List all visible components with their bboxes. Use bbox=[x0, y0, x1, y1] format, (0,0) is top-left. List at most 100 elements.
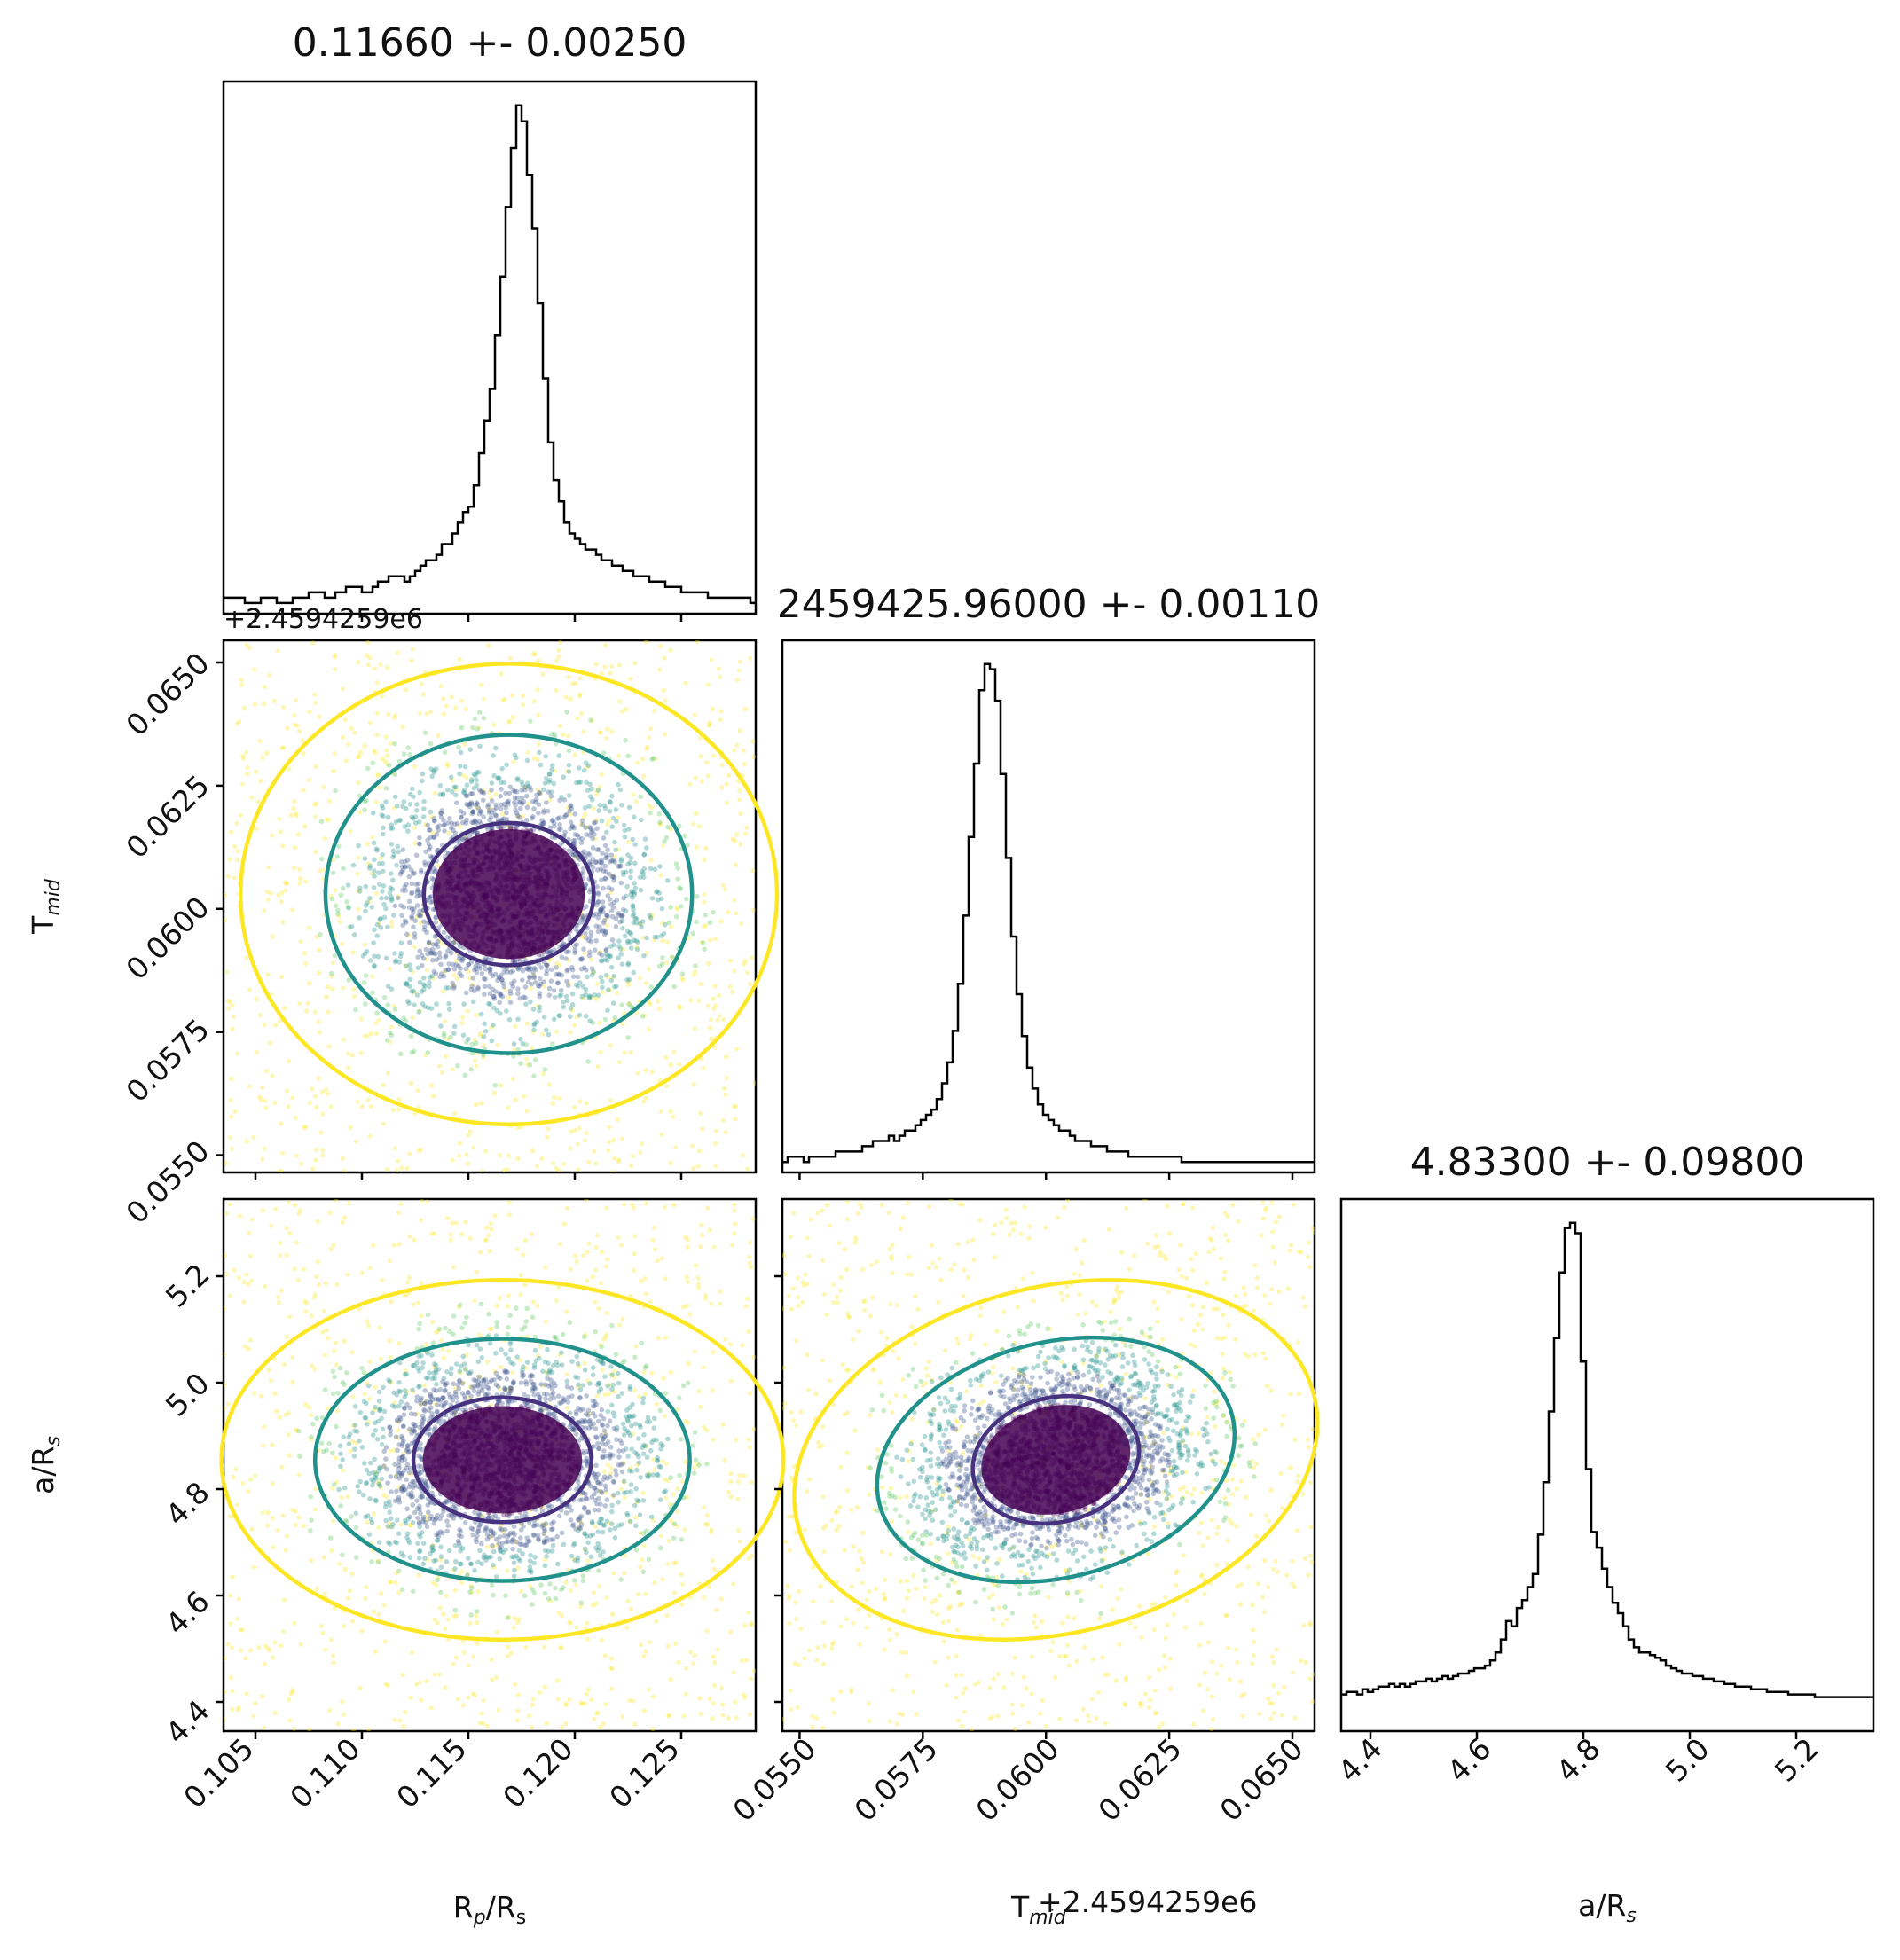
scatter-point bbox=[608, 987, 613, 992]
scatter-point bbox=[704, 760, 710, 765]
scatter-point bbox=[742, 1695, 748, 1700]
scatter-point bbox=[296, 1515, 302, 1520]
scatter-point bbox=[601, 1477, 606, 1482]
scatter-point bbox=[650, 1237, 656, 1243]
scatter-point bbox=[306, 778, 311, 783]
scatter-point bbox=[583, 1411, 589, 1417]
scatter-point bbox=[514, 810, 520, 816]
scatter-point bbox=[610, 905, 616, 910]
scatter-point bbox=[410, 1387, 415, 1392]
scatter-point bbox=[364, 948, 370, 954]
scatter-point bbox=[590, 835, 595, 842]
scatter-point bbox=[548, 794, 554, 799]
scatter-point bbox=[326, 1336, 331, 1341]
scatter-point bbox=[668, 1676, 673, 1682]
scatter-point bbox=[304, 1300, 310, 1306]
scatter-point bbox=[452, 1411, 458, 1416]
scatter-point bbox=[583, 992, 588, 998]
scatter-point bbox=[367, 1133, 373, 1139]
scatter-point bbox=[713, 1003, 718, 1008]
scatter-point bbox=[380, 756, 385, 762]
scatter-point bbox=[647, 1640, 653, 1645]
scatter-point bbox=[528, 718, 533, 725]
scatter-point bbox=[597, 1553, 603, 1558]
scatter-point bbox=[376, 1017, 381, 1023]
scatter-point bbox=[281, 1597, 287, 1603]
scatter-point bbox=[404, 980, 410, 986]
scatter-point bbox=[468, 800, 474, 805]
scatter-point bbox=[665, 824, 671, 830]
scatter-point bbox=[464, 1152, 469, 1157]
scatter-point bbox=[485, 804, 491, 810]
scatter-point bbox=[616, 955, 621, 961]
scatter-point bbox=[489, 1657, 494, 1662]
scatter-point bbox=[403, 1520, 409, 1526]
scatter-point bbox=[628, 855, 634, 861]
scatter-point bbox=[660, 921, 665, 926]
scatter-point bbox=[404, 1389, 411, 1394]
scatter-point bbox=[526, 967, 532, 973]
scatter-point bbox=[564, 998, 570, 1004]
scatter-point bbox=[609, 1509, 615, 1515]
scatter-point bbox=[675, 866, 680, 871]
scatter-point bbox=[513, 807, 518, 813]
scatter-point bbox=[303, 1309, 309, 1314]
scatter-point bbox=[378, 856, 383, 861]
scatter-point bbox=[334, 1282, 340, 1287]
scatter-point bbox=[244, 1272, 249, 1277]
scatter-point bbox=[640, 1531, 647, 1536]
scatter-point bbox=[641, 851, 648, 858]
scatter-point bbox=[568, 1146, 573, 1151]
scatter-point bbox=[593, 836, 598, 842]
scatter-point bbox=[473, 802, 478, 808]
scatter-point bbox=[400, 724, 405, 730]
scatter-point bbox=[491, 996, 497, 1001]
scatter-point bbox=[428, 893, 435, 899]
scatter-point bbox=[232, 875, 238, 881]
scatter-point bbox=[637, 921, 643, 927]
scatter-point bbox=[605, 1007, 610, 1013]
scatter-point bbox=[470, 725, 475, 731]
scatter-point bbox=[594, 1435, 600, 1440]
scatter-point bbox=[483, 1029, 489, 1034]
scatter-point bbox=[579, 917, 585, 922]
scatter-point bbox=[431, 816, 437, 821]
scatter-point bbox=[420, 976, 427, 981]
scatter-point bbox=[371, 885, 377, 890]
scatter-point bbox=[707, 1227, 712, 1233]
scatter-point bbox=[389, 923, 395, 929]
scatter-point bbox=[593, 1267, 599, 1273]
scatter-point bbox=[632, 842, 638, 847]
scatter-point bbox=[280, 745, 286, 750]
scatter-point bbox=[260, 755, 265, 761]
scatter-point bbox=[310, 1086, 315, 1092]
scatter-point bbox=[522, 1542, 528, 1548]
scatter-point bbox=[575, 984, 581, 989]
scatter-point bbox=[730, 1243, 735, 1248]
scatter-point bbox=[519, 788, 524, 793]
scatter-point bbox=[333, 652, 338, 657]
scatter-point bbox=[707, 722, 712, 727]
scatter-point bbox=[515, 1016, 521, 1022]
scatter-point bbox=[381, 813, 386, 819]
scatter-point bbox=[611, 899, 617, 906]
scatter-point bbox=[660, 1459, 665, 1464]
scatter-point bbox=[728, 958, 734, 963]
scatter-point bbox=[632, 1421, 639, 1427]
scatter-point bbox=[398, 903, 404, 908]
scatter-point bbox=[482, 696, 487, 702]
scatter-point bbox=[224, 1305, 226, 1311]
scatter-point bbox=[394, 1571, 399, 1576]
scatter-point bbox=[695, 640, 700, 644]
scatter-point bbox=[335, 1721, 341, 1727]
scatter-point bbox=[605, 953, 610, 959]
scatter-point bbox=[711, 1006, 717, 1012]
scatter-point bbox=[473, 819, 478, 825]
scatter-point bbox=[459, 1569, 465, 1574]
scatter-point bbox=[498, 992, 504, 999]
scatter-point bbox=[255, 1049, 260, 1055]
scatter-point bbox=[363, 1001, 368, 1007]
scatter-point bbox=[602, 875, 608, 881]
scatter-point bbox=[631, 937, 637, 943]
scatter-point bbox=[391, 1447, 396, 1453]
